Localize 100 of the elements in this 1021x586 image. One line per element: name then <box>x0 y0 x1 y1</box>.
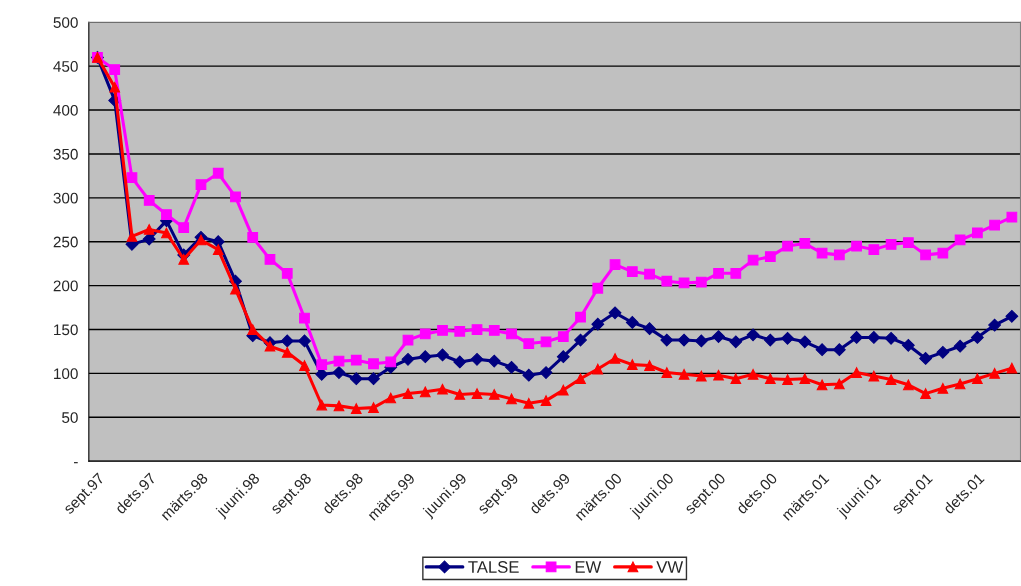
point <box>730 267 742 279</box>
point <box>953 339 967 353</box>
point <box>142 232 156 246</box>
point <box>695 276 707 288</box>
y-tick-label: 350 <box>53 148 78 160</box>
point <box>712 330 725 343</box>
point <box>436 348 449 362</box>
point <box>316 399 328 411</box>
point <box>626 266 638 277</box>
y-tick-label: 250 <box>53 236 78 248</box>
point <box>523 338 535 349</box>
point <box>920 388 931 399</box>
point <box>195 179 207 191</box>
point <box>626 359 638 370</box>
y-tick-label: 300 <box>53 192 78 204</box>
point <box>178 253 190 265</box>
point <box>539 366 553 379</box>
point <box>936 345 950 359</box>
point <box>971 373 983 385</box>
point <box>419 386 431 398</box>
point <box>487 354 501 368</box>
point <box>299 312 310 324</box>
point <box>660 333 674 347</box>
y-tick-label: 500 <box>53 17 78 28</box>
point <box>902 379 914 391</box>
point <box>816 247 828 259</box>
point <box>591 317 605 331</box>
point <box>609 259 621 270</box>
point <box>1006 362 1018 374</box>
point <box>833 249 845 261</box>
y-tick-label: 400 <box>53 104 78 116</box>
point <box>730 373 742 385</box>
point <box>540 336 552 348</box>
point <box>575 373 586 385</box>
point <box>764 251 776 263</box>
point <box>954 378 966 390</box>
point <box>902 237 914 248</box>
point <box>453 355 467 369</box>
point <box>713 267 724 279</box>
point <box>316 359 328 370</box>
point <box>1005 309 1019 323</box>
point <box>988 318 1002 332</box>
point <box>816 379 828 391</box>
point <box>713 369 724 381</box>
point <box>332 366 346 379</box>
point <box>506 393 517 405</box>
point <box>850 331 863 344</box>
point <box>782 374 793 385</box>
legend-label: VW <box>656 561 684 573</box>
point <box>798 335 812 349</box>
point <box>126 231 138 242</box>
point <box>367 372 380 386</box>
point <box>350 354 362 366</box>
legend-label: TALSE <box>468 561 519 573</box>
point <box>575 311 586 323</box>
point <box>454 325 466 337</box>
point <box>609 353 621 364</box>
point <box>919 352 933 365</box>
point <box>868 244 880 256</box>
point <box>280 334 294 348</box>
point <box>281 346 293 358</box>
point <box>230 283 241 295</box>
point <box>333 400 345 412</box>
point <box>401 352 415 366</box>
point <box>385 392 397 404</box>
point <box>694 334 708 348</box>
point <box>867 331 881 344</box>
point <box>971 227 983 239</box>
point <box>437 325 448 336</box>
point <box>402 388 414 399</box>
point <box>832 343 846 357</box>
point <box>747 254 759 266</box>
point <box>799 373 811 385</box>
point <box>109 81 121 93</box>
point <box>212 167 224 179</box>
point <box>885 374 897 385</box>
point <box>161 209 172 220</box>
point <box>989 368 1000 379</box>
point <box>781 331 794 345</box>
point <box>385 356 397 368</box>
point <box>989 219 1000 231</box>
point <box>868 370 880 382</box>
point <box>970 331 984 344</box>
point <box>264 253 276 265</box>
point <box>522 368 536 382</box>
point <box>557 384 569 396</box>
point <box>506 328 517 340</box>
point <box>782 240 793 252</box>
point <box>644 268 655 280</box>
y-tick-label: 200 <box>53 280 78 292</box>
point <box>454 389 466 400</box>
y-tick-label: 150 <box>54 324 78 336</box>
point <box>763 333 777 347</box>
point <box>488 325 500 336</box>
point <box>298 334 311 348</box>
point <box>625 316 639 329</box>
point <box>851 240 862 252</box>
point <box>161 227 172 239</box>
point <box>540 395 552 406</box>
point <box>299 360 310 371</box>
